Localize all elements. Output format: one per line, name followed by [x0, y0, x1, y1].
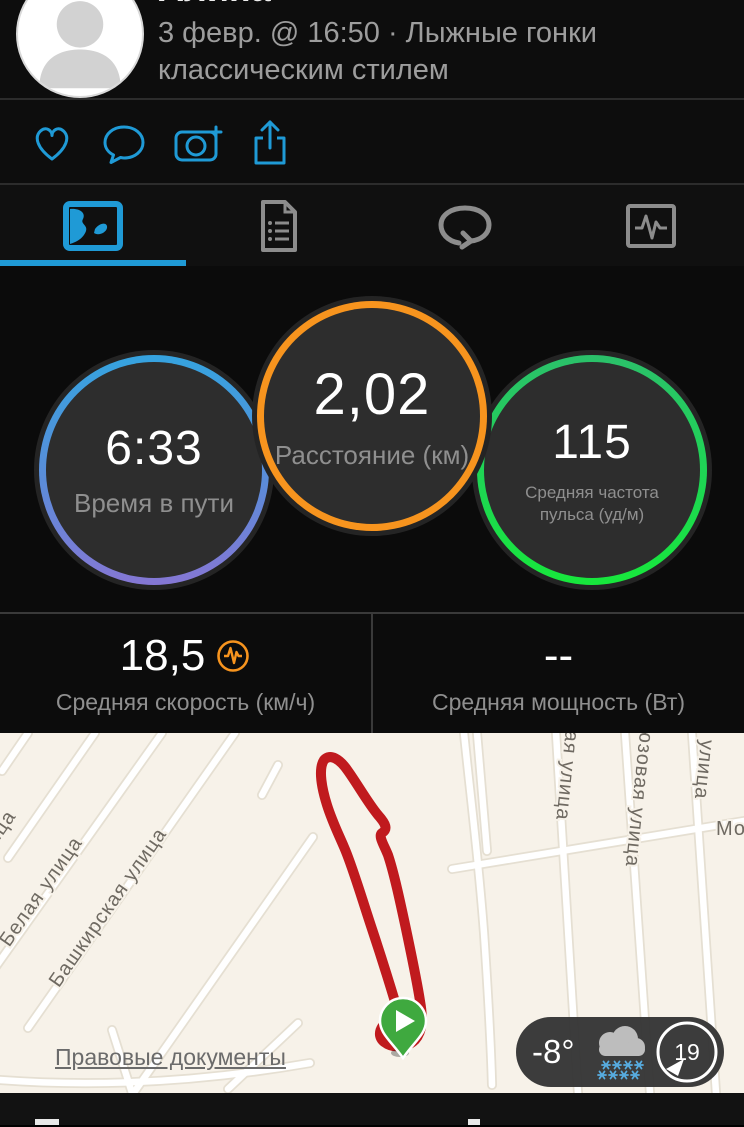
activity-header: Алина 3 февр. @ 16:50 · Лыжные гонки кла…	[0, 0, 744, 100]
avatar[interactable]	[16, 0, 144, 98]
roads	[0, 733, 744, 1093]
add-photo-camera-icon[interactable]	[172, 118, 224, 166]
gauge-heart-rate[interactable]: 115 Средняя частота пульса (уд/м)	[472, 350, 712, 590]
street-label: Мо	[716, 818, 744, 840]
gauge-elapsed-time[interactable]: 6:33 Время в пути	[34, 350, 274, 590]
snowflakes	[596, 1060, 644, 1080]
person-silhouette-icon	[39, 1, 121, 89]
charts-heartbeat-icon	[626, 203, 676, 248]
heart-rate-label: Средняя частота пульса (уд/м)	[525, 482, 659, 524]
weather-widget[interactable]: -8° 19	[516, 1017, 724, 1087]
heart-rate-value: 115	[552, 415, 632, 469]
legal-documents-link[interactable]: Правовые документы	[55, 1044, 286, 1070]
avg-power-value: --	[543, 631, 574, 680]
tab-laps[interactable]	[372, 185, 558, 266]
tab-snapshot[interactable]	[0, 185, 186, 266]
elapsed-time-label: Время в пути	[74, 488, 234, 518]
stats-row: 18,5 Средняя скорость (км/ч) -- Средняя …	[0, 612, 744, 733]
activity-meta: 3 февр. @ 16:50 · Лыжные гонки классичес…	[158, 15, 597, 89]
stat-avg-speed[interactable]: 18,5 Средняя скорость (км/ч)	[0, 614, 371, 733]
active-tab-indicator	[0, 260, 186, 266]
comment-bubble-icon[interactable]	[100, 118, 148, 166]
elapsed-time-value: 6:33	[105, 422, 203, 475]
notes-document-icon	[261, 199, 297, 252]
social-actions	[0, 100, 744, 185]
tab-details[interactable]	[186, 185, 372, 266]
stat-avg-power[interactable]: -- Средняя мощность (Вт)	[371, 614, 744, 733]
wind-direction-icon: 19	[656, 1021, 718, 1083]
route-map[interactable]: ица Белая улица Башкирская улица ая улиц…	[0, 733, 744, 1093]
avg-speed-value: 18,5	[119, 631, 206, 680]
activity-type-line2: классическим стилем	[158, 54, 449, 86]
cutoff-text	[468, 1119, 480, 1125]
avg-power-label: Средняя мощность (Вт)	[432, 689, 685, 715]
intensity-ring-icon	[217, 640, 250, 672]
temperature: -8°	[532, 1033, 575, 1070]
avg-speed-label: Средняя скорость (км/ч)	[55, 689, 316, 715]
gauge-ring: 6:33 Время в пути	[39, 355, 269, 585]
user-name[interactable]: Алина	[158, 0, 271, 8]
snapshot-map-icon	[63, 200, 123, 251]
gauges-panel: 6:33 Время в пути 2,02 Расстояние (км) 1…	[0, 266, 744, 612]
activity-tabbar	[0, 185, 744, 266]
play-icon	[396, 1010, 415, 1032]
cutoff-text	[35, 1119, 59, 1125]
like-heart-icon[interactable]	[28, 118, 76, 166]
distance-label: Расстояние (км)	[274, 440, 470, 470]
laps-loop-icon	[438, 204, 492, 249]
activity-date-type: 3 февр. @ 16:50 · Лыжные гонки	[158, 17, 597, 49]
gauge-ring: 115 Средняя частота пульса (уд/м)	[477, 355, 707, 585]
gauge-ring: 2,02 Расстояние (км)	[257, 301, 487, 531]
tab-charts[interactable]	[558, 185, 744, 266]
snow-cloud-icon	[596, 1026, 645, 1080]
share-icon[interactable]	[248, 118, 292, 166]
gauge-distance[interactable]: 2,02 Расстояние (км)	[252, 296, 492, 536]
distance-value: 2,02	[313, 362, 431, 427]
wind-speed: 19	[674, 1039, 700, 1065]
start-pin[interactable]	[378, 996, 428, 1061]
next-section-cutoff	[0, 1093, 744, 1125]
